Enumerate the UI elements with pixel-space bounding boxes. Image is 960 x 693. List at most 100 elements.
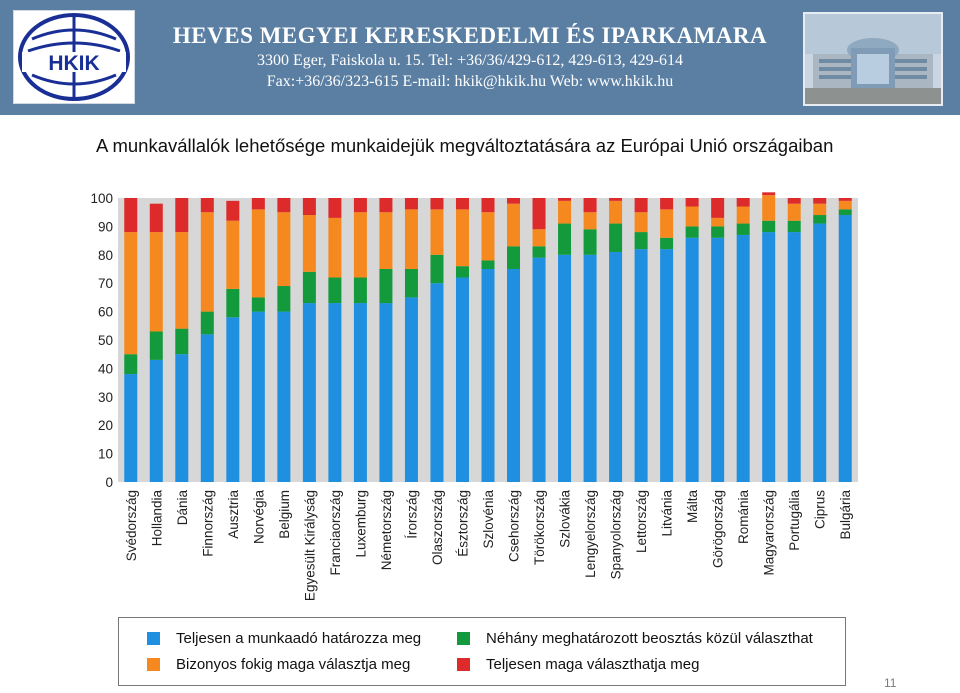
y-tick-label: 0 xyxy=(105,475,113,490)
bar-segment xyxy=(762,220,776,233)
bar-segment xyxy=(481,212,495,261)
x-tick-label: Németország xyxy=(379,490,394,570)
bar-segment xyxy=(455,277,469,482)
bar-segment xyxy=(379,212,393,269)
bar-segment xyxy=(200,311,214,335)
bar-segment xyxy=(558,198,572,201)
x-tick-label: Svédország xyxy=(124,490,139,561)
contact-line: Fax:+36/36/323-615 E-mail: hkik@hkik.hu … xyxy=(266,73,674,90)
y-tick-label: 20 xyxy=(98,418,113,433)
bar-segment xyxy=(609,198,623,201)
legend-swatch-blue xyxy=(147,631,160,645)
bar-segment xyxy=(277,198,291,213)
x-tick-label: Írország xyxy=(404,490,419,539)
bar-segment xyxy=(838,215,852,482)
x-tick-label: Lengyelország xyxy=(583,490,598,578)
x-tick-label: Litvánia xyxy=(660,490,675,537)
bar-segment xyxy=(149,232,163,332)
x-tick-label: Portugália xyxy=(787,490,802,551)
x-tick-label: Luxemburg xyxy=(353,490,368,558)
x-tick-label: Románia xyxy=(736,490,751,545)
x-tick-label: Bulgária xyxy=(838,490,853,540)
bar-segment xyxy=(609,251,623,482)
legend-label-fully-self: Teljesen maga választhatja meg xyxy=(486,655,700,673)
chamber-name: HEVES MEGYEI KERESKEDELMI ÉS IPARKAMARA xyxy=(172,23,768,48)
bar-segment xyxy=(149,203,163,233)
bar-segment xyxy=(634,198,648,213)
bar-segment xyxy=(558,200,572,224)
x-tick-label: Észtország xyxy=(455,490,470,557)
bar-segment xyxy=(736,223,750,235)
bar-segment xyxy=(379,269,393,304)
header-text: HEVES MEGYEI KERESKEDELMI ÉS IPARKAMARA … xyxy=(140,22,800,92)
bar-segment xyxy=(609,200,623,224)
y-tick-label: 70 xyxy=(98,276,113,291)
bar-segment xyxy=(813,203,827,216)
bar-segment xyxy=(685,198,699,207)
x-tick-label: Dánia xyxy=(175,490,190,526)
bar-segment xyxy=(251,311,265,482)
bar-segment xyxy=(302,303,316,482)
x-tick-label: Csehország xyxy=(507,490,522,562)
x-tick-label: Magyarország xyxy=(762,490,777,576)
page-number: 11 xyxy=(884,676,897,690)
bar-segment xyxy=(532,257,546,482)
x-tick-label: Spanyolország xyxy=(609,490,624,579)
bar-segment xyxy=(455,198,469,210)
address-line: 3300 Eger, Faiskola u. 15. Tel: +36/36/4… xyxy=(256,52,684,69)
bar-segment xyxy=(200,212,214,312)
bar-segment xyxy=(124,232,138,355)
bar-segment xyxy=(353,277,367,304)
bar-segment xyxy=(430,254,444,284)
legend-item-fully-self: Teljesen maga választhatja meg xyxy=(457,655,699,673)
bar-segment xyxy=(124,374,138,482)
x-tick-label: Törökország xyxy=(532,490,547,565)
bar-segment xyxy=(226,200,240,221)
x-tick-label: Belgium xyxy=(277,490,292,539)
bar-segment xyxy=(660,198,674,210)
bar-segment xyxy=(507,269,521,482)
bar-segment xyxy=(175,328,189,355)
bar-segment xyxy=(328,198,342,218)
bar-segment xyxy=(736,198,750,207)
x-tick-label: Olaszország xyxy=(430,490,445,565)
bar-segment xyxy=(404,269,418,298)
x-tick-label: Szlovákia xyxy=(558,490,573,548)
bar-segment xyxy=(481,260,495,269)
bar-segment xyxy=(251,297,265,312)
bar-segment xyxy=(175,354,189,482)
bar-segment xyxy=(481,198,495,213)
bar-segment xyxy=(532,198,546,230)
bar-segment xyxy=(328,217,342,278)
bar-segment xyxy=(353,303,367,482)
bar-segment xyxy=(507,203,521,247)
legend-item-partly-self: Bizonyos fokig maga választja meg xyxy=(147,655,410,673)
bar-segment xyxy=(200,198,214,213)
bar-segment xyxy=(226,220,240,289)
bar-segment xyxy=(711,226,725,238)
bar-segment xyxy=(634,249,648,482)
bar-segment xyxy=(404,209,418,269)
legend-item-employer: Teljesen a munkaadó határozza meg xyxy=(147,629,421,647)
x-tick-label: Lettország xyxy=(634,490,649,553)
header-banner: HKIK HEVES MEGYEI KERESKEDELMI ÉS IPARKA… xyxy=(0,0,960,115)
bar-segment xyxy=(762,192,776,196)
bar-segment xyxy=(813,198,827,204)
legend-swatch-orange xyxy=(147,657,160,671)
x-tick-label: Ausztria xyxy=(226,490,241,539)
bar-segment xyxy=(787,198,801,204)
bar-segment xyxy=(302,215,316,272)
bar-segment xyxy=(302,271,316,304)
bar-segment xyxy=(583,229,597,255)
bar-segment xyxy=(532,246,546,258)
bar-segment xyxy=(558,254,572,482)
bar-segment xyxy=(838,209,852,216)
legend-swatch-green xyxy=(457,631,470,645)
y-tick-label: 50 xyxy=(98,333,113,348)
y-tick-label: 40 xyxy=(98,361,113,376)
bar-segment xyxy=(583,212,597,230)
building-photo xyxy=(803,12,943,106)
bar-segment xyxy=(736,234,750,482)
bar-segment xyxy=(277,286,291,312)
bar-segment xyxy=(430,198,444,210)
